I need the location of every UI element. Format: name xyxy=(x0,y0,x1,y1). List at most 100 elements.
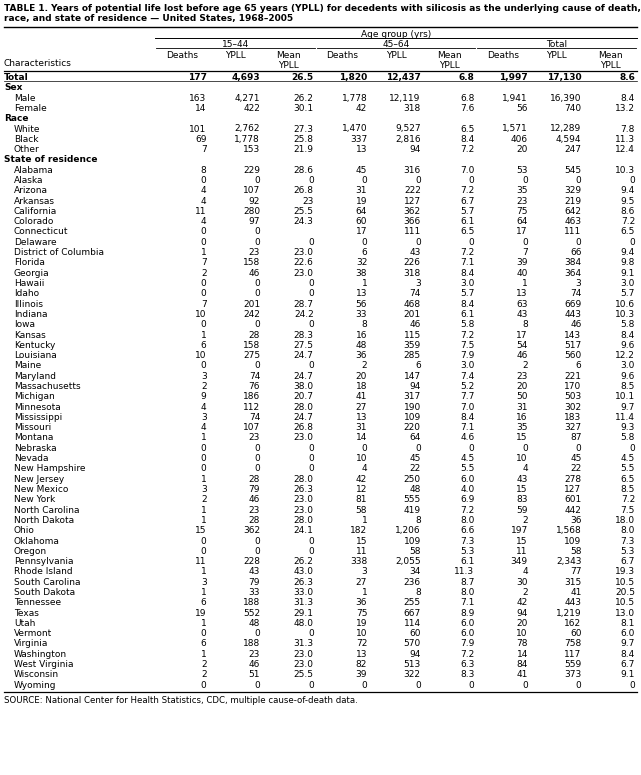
Text: Total: Total xyxy=(546,40,567,49)
Text: Arizona: Arizona xyxy=(14,186,48,195)
Text: 28.0: 28.0 xyxy=(294,516,313,525)
Text: 4.5: 4.5 xyxy=(460,454,474,463)
Text: 94: 94 xyxy=(517,608,528,618)
Text: 7.1: 7.1 xyxy=(460,423,474,432)
Text: 3: 3 xyxy=(201,372,206,381)
Text: 0: 0 xyxy=(308,320,313,329)
Text: 0: 0 xyxy=(308,176,313,185)
Text: 27: 27 xyxy=(356,577,367,587)
Text: 34: 34 xyxy=(410,567,420,577)
Text: 1: 1 xyxy=(201,433,206,443)
Text: 7: 7 xyxy=(522,248,528,257)
Text: 10.5: 10.5 xyxy=(615,577,635,587)
Text: Georgia: Georgia xyxy=(14,269,49,277)
Text: 42: 42 xyxy=(517,598,528,608)
Text: 8.6: 8.6 xyxy=(620,207,635,216)
Text: 41: 41 xyxy=(570,588,581,597)
Text: 4,693: 4,693 xyxy=(231,73,260,82)
Text: 112: 112 xyxy=(243,402,260,412)
Text: 6: 6 xyxy=(362,248,367,257)
Text: 0: 0 xyxy=(629,238,635,246)
Text: 23.0: 23.0 xyxy=(294,433,313,443)
Text: 183: 183 xyxy=(564,413,581,422)
Text: 0: 0 xyxy=(254,536,260,546)
Text: 9.7: 9.7 xyxy=(620,639,635,649)
Text: 31.3: 31.3 xyxy=(294,598,313,608)
Text: 26.2: 26.2 xyxy=(294,94,313,102)
Text: North Carolina: North Carolina xyxy=(14,505,79,515)
Text: 8.7: 8.7 xyxy=(460,577,474,587)
Text: 25.5: 25.5 xyxy=(294,670,313,680)
Text: 83: 83 xyxy=(517,495,528,505)
Text: 11: 11 xyxy=(517,547,528,556)
Text: Montana: Montana xyxy=(14,433,53,443)
Text: Wyoming: Wyoming xyxy=(14,680,56,690)
Text: 555: 555 xyxy=(404,495,420,505)
Text: 6: 6 xyxy=(576,361,581,370)
Text: 0: 0 xyxy=(254,547,260,556)
Text: 190: 190 xyxy=(404,402,420,412)
Text: 6.7: 6.7 xyxy=(620,660,635,669)
Text: 4: 4 xyxy=(522,464,528,474)
Text: 362: 362 xyxy=(243,526,260,536)
Text: 2: 2 xyxy=(201,495,206,505)
Text: 0: 0 xyxy=(576,444,581,453)
Text: 158: 158 xyxy=(243,258,260,267)
Text: New Mexico: New Mexico xyxy=(14,485,69,494)
Text: 23.0: 23.0 xyxy=(294,660,313,669)
Text: 9.5: 9.5 xyxy=(620,197,635,205)
Text: 8.0: 8.0 xyxy=(460,516,474,525)
Text: 11.3: 11.3 xyxy=(454,567,474,577)
Text: 10.5: 10.5 xyxy=(615,598,635,608)
Text: 7.4: 7.4 xyxy=(460,372,474,381)
Text: Oregon: Oregon xyxy=(14,547,47,556)
Text: Total: Total xyxy=(4,73,29,82)
Text: 43: 43 xyxy=(517,310,528,319)
Text: Ohio: Ohio xyxy=(14,526,35,536)
Text: 5.3: 5.3 xyxy=(620,547,635,556)
Text: New Jersey: New Jersey xyxy=(14,475,64,484)
Text: 9.4: 9.4 xyxy=(620,186,635,195)
Text: 0: 0 xyxy=(254,361,260,370)
Text: 26.5: 26.5 xyxy=(292,73,313,82)
Text: 31.3: 31.3 xyxy=(294,639,313,649)
Text: 23: 23 xyxy=(249,505,260,515)
Text: 29.1: 29.1 xyxy=(294,608,313,618)
Text: 8.4: 8.4 xyxy=(460,300,474,308)
Text: 7.7: 7.7 xyxy=(460,392,474,401)
Text: 46: 46 xyxy=(570,320,581,329)
Text: 23.0: 23.0 xyxy=(294,248,313,257)
Text: 6: 6 xyxy=(201,639,206,649)
Text: 9.6: 9.6 xyxy=(620,372,635,381)
Text: 6.0: 6.0 xyxy=(460,619,474,628)
Text: 3: 3 xyxy=(201,485,206,494)
Text: 229: 229 xyxy=(243,166,260,174)
Text: 0: 0 xyxy=(201,680,206,690)
Text: 56: 56 xyxy=(356,300,367,308)
Text: 0: 0 xyxy=(629,176,635,185)
Text: 601: 601 xyxy=(564,495,581,505)
Text: 0: 0 xyxy=(254,289,260,298)
Text: 0: 0 xyxy=(254,238,260,246)
Text: 43: 43 xyxy=(517,475,528,484)
Text: 23: 23 xyxy=(249,248,260,257)
Text: 35: 35 xyxy=(517,186,528,195)
Text: 114: 114 xyxy=(404,619,420,628)
Text: 15: 15 xyxy=(356,536,367,546)
Text: 7.2: 7.2 xyxy=(460,248,474,257)
Text: 316: 316 xyxy=(404,166,420,174)
Text: 27.3: 27.3 xyxy=(294,125,313,133)
Text: 1,941: 1,941 xyxy=(503,94,528,102)
Text: 419: 419 xyxy=(404,505,420,515)
Text: State of residence: State of residence xyxy=(4,156,97,164)
Text: 25.8: 25.8 xyxy=(294,135,313,144)
Text: 3.0: 3.0 xyxy=(620,361,635,370)
Text: 0: 0 xyxy=(415,444,420,453)
Text: 28.0: 28.0 xyxy=(294,475,313,484)
Text: Pennsylvania: Pennsylvania xyxy=(14,557,74,566)
Text: 7.2: 7.2 xyxy=(460,186,474,195)
Text: 0: 0 xyxy=(308,279,313,288)
Text: 48: 48 xyxy=(356,341,367,350)
Text: 36: 36 xyxy=(356,598,367,608)
Text: 364: 364 xyxy=(564,269,581,277)
